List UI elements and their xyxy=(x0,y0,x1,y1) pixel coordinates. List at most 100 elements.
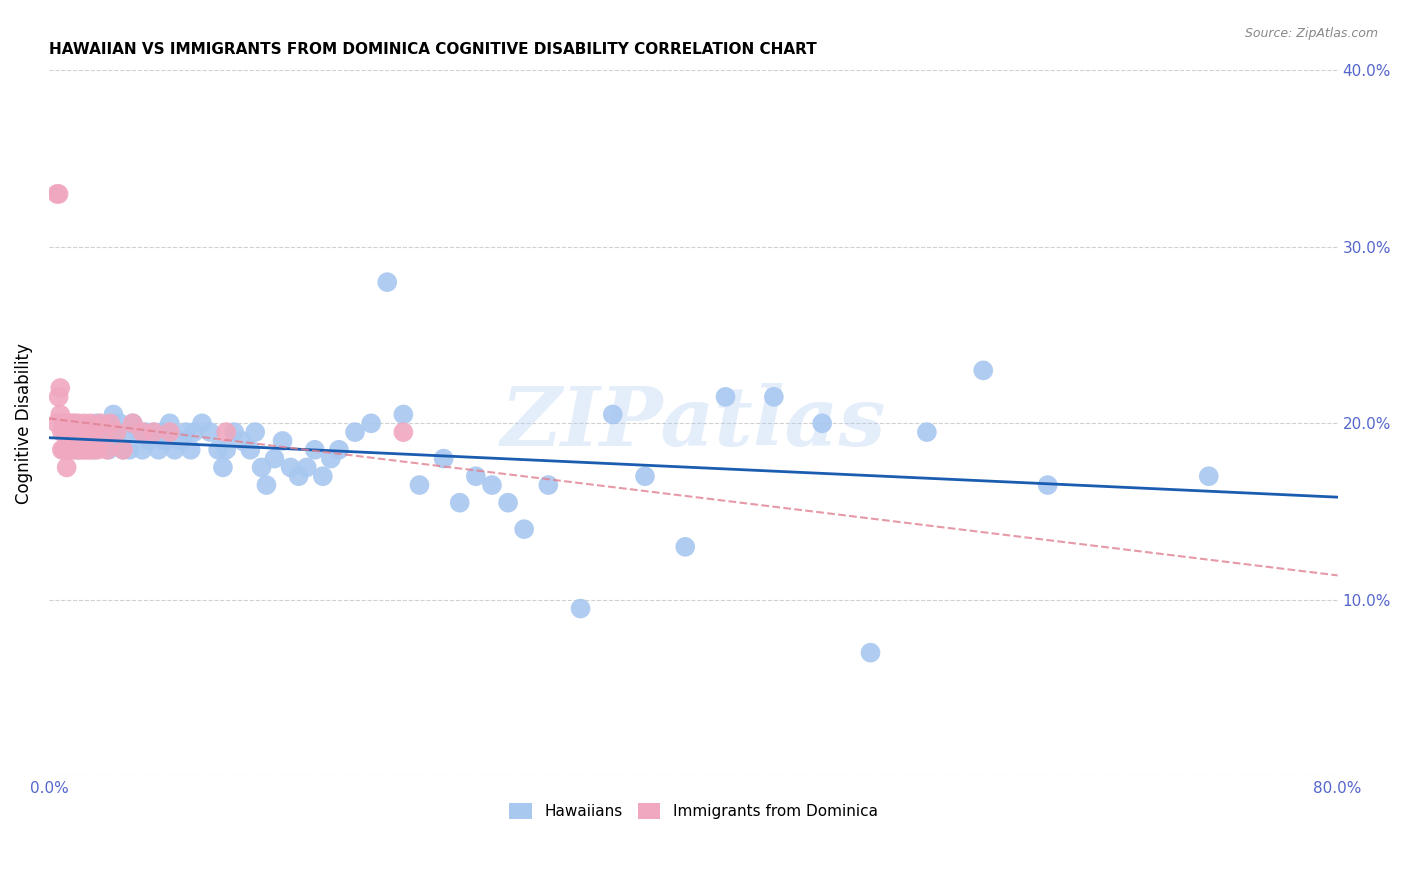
Point xyxy=(714,390,737,404)
Point xyxy=(328,442,350,457)
Text: Source: ZipAtlas.com: Source: ZipAtlas.com xyxy=(1244,27,1378,40)
Point xyxy=(93,425,115,439)
Point xyxy=(108,417,131,431)
Point xyxy=(72,442,94,457)
Point xyxy=(105,425,128,439)
Point xyxy=(115,425,138,439)
Point xyxy=(408,478,430,492)
Point xyxy=(183,425,205,439)
Text: HAWAIIAN VS IMMIGRANTS FROM DOMINICA COGNITIVE DISABILITY CORRELATION CHART: HAWAIIAN VS IMMIGRANTS FROM DOMINICA COG… xyxy=(49,42,817,57)
Point xyxy=(59,442,82,457)
Point xyxy=(215,442,238,457)
Point xyxy=(65,442,87,457)
Point xyxy=(127,425,149,439)
Point xyxy=(634,469,657,483)
Point xyxy=(112,442,135,457)
Point xyxy=(142,425,165,439)
Point xyxy=(170,434,193,448)
Point xyxy=(76,425,98,439)
Point xyxy=(52,417,75,431)
Point xyxy=(602,408,624,422)
Point xyxy=(344,425,367,439)
Point xyxy=(63,417,86,431)
Point xyxy=(180,442,202,457)
Point xyxy=(163,442,186,457)
Point xyxy=(972,363,994,377)
Point xyxy=(48,390,70,404)
Point xyxy=(198,425,221,439)
Point xyxy=(224,425,246,439)
Point xyxy=(673,540,696,554)
Point xyxy=(464,469,486,483)
Point xyxy=(89,434,111,448)
Point xyxy=(103,408,125,422)
Point xyxy=(131,442,153,457)
Text: ZIPatlas: ZIPatlas xyxy=(501,384,886,463)
Point xyxy=(48,186,70,201)
Point xyxy=(312,469,335,483)
Point xyxy=(159,417,181,431)
Point xyxy=(118,442,141,457)
Point xyxy=(811,417,834,431)
Point xyxy=(58,417,80,431)
Point xyxy=(121,417,143,431)
Point xyxy=(66,417,89,431)
Point xyxy=(481,478,503,492)
Point xyxy=(51,442,73,457)
Point xyxy=(66,442,89,457)
Point xyxy=(55,460,77,475)
Point xyxy=(121,417,143,431)
Point xyxy=(207,442,229,457)
Point xyxy=(63,434,86,448)
Point xyxy=(70,425,93,439)
Point xyxy=(73,434,96,448)
Point xyxy=(77,425,100,439)
Point xyxy=(254,478,277,492)
Point xyxy=(859,646,882,660)
Point xyxy=(304,442,326,457)
Point xyxy=(174,425,197,439)
Point xyxy=(62,442,84,457)
Point xyxy=(82,442,104,457)
Point xyxy=(153,434,176,448)
Legend: Hawaiians, Immigrants from Dominica: Hawaiians, Immigrants from Dominica xyxy=(503,797,884,825)
Point xyxy=(537,478,560,492)
Point xyxy=(148,442,170,457)
Point xyxy=(75,442,97,457)
Point xyxy=(319,451,342,466)
Point xyxy=(86,417,108,431)
Point xyxy=(243,425,266,439)
Point xyxy=(98,417,121,431)
Point xyxy=(191,417,214,431)
Point xyxy=(69,442,91,457)
Point xyxy=(97,442,120,457)
Point xyxy=(131,425,153,439)
Point xyxy=(1198,469,1220,483)
Point xyxy=(46,417,69,431)
Point xyxy=(1036,478,1059,492)
Point xyxy=(96,442,118,457)
Point xyxy=(513,522,536,536)
Point xyxy=(60,417,83,431)
Point xyxy=(83,442,105,457)
Point xyxy=(94,425,117,439)
Point xyxy=(569,601,592,615)
Point xyxy=(271,434,294,448)
Point xyxy=(392,408,415,422)
Point xyxy=(212,460,235,475)
Point xyxy=(49,408,72,422)
Point xyxy=(86,442,108,457)
Point xyxy=(138,434,160,448)
Point xyxy=(52,442,75,457)
Point xyxy=(263,451,285,466)
Point xyxy=(83,425,105,439)
Point xyxy=(280,460,302,475)
Point xyxy=(433,451,456,466)
Point xyxy=(360,417,382,431)
Point xyxy=(392,425,415,439)
Point xyxy=(49,381,72,395)
Point xyxy=(449,496,471,510)
Point xyxy=(135,425,157,439)
Point xyxy=(150,425,173,439)
Point xyxy=(105,434,128,448)
